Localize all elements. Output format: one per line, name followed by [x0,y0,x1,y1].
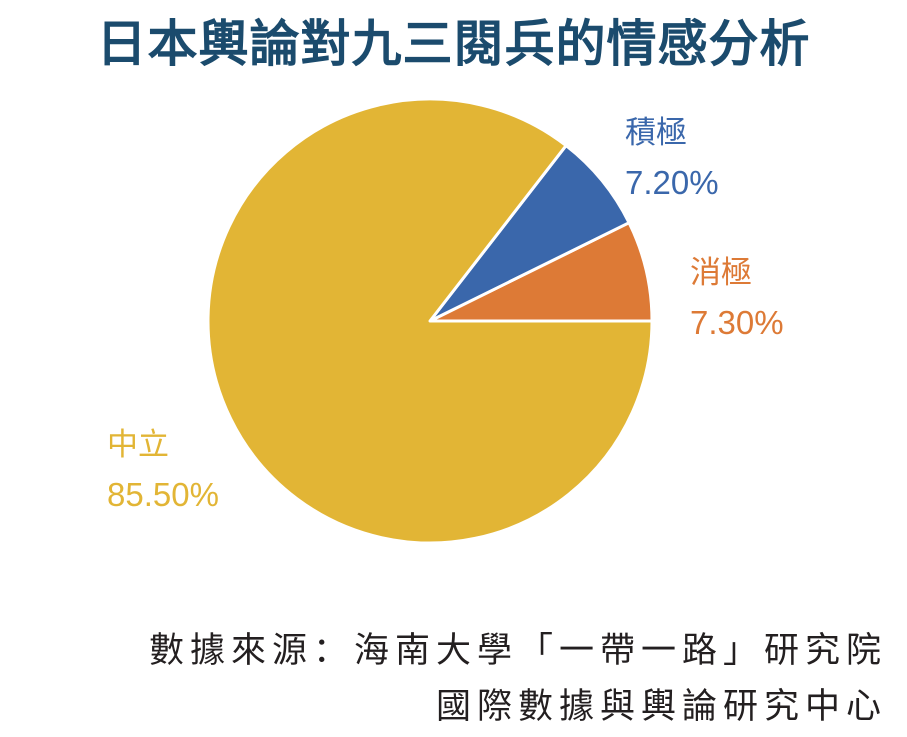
source-line-1: 數據來源：海南大學「一帶一路」研究院 [148,631,887,671]
label-positive: 積極 7.20% [625,108,719,208]
chart-title: 日本輿論對九三閱兵的情感分析 [96,15,811,73]
pie-slice-1 [428,144,631,323]
pie-slices [206,97,654,545]
source-line-2: 國際數據與輿論研究中心 [435,687,887,727]
label-negative: 消極 7.30% [690,248,784,348]
pie-slice-0 [428,221,654,323]
label-negative-value: 7.30% [690,304,784,341]
pie-slice-2 [206,97,654,545]
label-positive-category: 積極 [625,115,687,151]
label-neutral-category: 中立 [107,427,169,463]
label-negative-category: 消極 [690,255,752,291]
label-neutral-value: 85.50% [107,476,219,513]
label-neutral: 中立 85.50% [107,420,219,520]
label-positive-value: 7.20% [625,164,719,201]
